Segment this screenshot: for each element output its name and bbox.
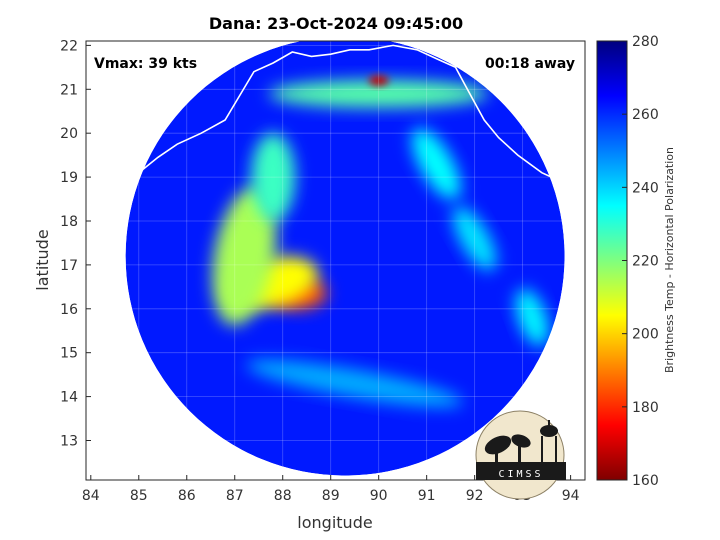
x-tick-label: 92 [466, 488, 484, 504]
colorbar-tick-label: 260 [632, 107, 659, 123]
colorbar-tick-label: 160 [632, 473, 659, 489]
y-tick-label: 17 [60, 258, 78, 274]
grid [86, 41, 585, 480]
x-tick-label: 85 [130, 488, 148, 504]
plot-area [86, 41, 585, 480]
x-tick-label: 89 [322, 488, 340, 504]
y-tick-label: 18 [60, 214, 78, 230]
feature-band-east-3 [515, 288, 549, 347]
feature-hotspot-north [368, 75, 389, 86]
feature-coast-band-north [268, 79, 489, 108]
x-tick-label: 84 [82, 488, 100, 504]
y-tick-label: 20 [60, 126, 78, 142]
colorbar-tick-label: 240 [632, 180, 659, 196]
y-tick-label: 22 [60, 38, 78, 54]
logo-text: CIMSS [498, 469, 543, 480]
x-tick-label: 87 [226, 488, 244, 504]
x-tick-label: 90 [370, 488, 388, 504]
y-axis: 13 14 15 16 17 18 19 20 21 22 [60, 38, 91, 449]
plot-frame [85, 40, 586, 481]
x-axis-label: longitude [297, 513, 372, 532]
chart-title: Dana: 23-Oct-2024 09:45:00 [209, 14, 463, 33]
coastline [90, 44, 581, 218]
colorbar-tick-label: 180 [632, 400, 659, 416]
y-tick-label: 21 [60, 82, 78, 98]
feature-arc-green-west [212, 186, 277, 326]
colorbar-label: Brightness Temp - Horizontal Polarizatio… [663, 147, 676, 373]
y-tick-label: 13 [60, 433, 78, 449]
cimss-logo: CIMSS [475, 410, 566, 500]
colorbar-tick-label: 200 [632, 327, 659, 343]
x-tick-label: 88 [274, 488, 292, 504]
y-tick-label: 14 [60, 390, 78, 406]
vmax-annotation: Vmax: 39 kts [94, 56, 197, 72]
feature-band-south [246, 359, 464, 407]
swath-background [125, 41, 565, 476]
feature-band-east-1 [411, 128, 461, 200]
y-tick-label: 19 [60, 170, 78, 186]
feature-arc-cyan-nw [251, 133, 296, 222]
colorbar-tick-label: 220 [632, 254, 659, 270]
swath-disc [125, 41, 565, 476]
colorbar-tick-label: 280 [632, 34, 659, 50]
time-away-annotation: 00:18 away [485, 56, 575, 72]
y-axis-label: latitude [33, 229, 52, 290]
x-tick-label: 94 [562, 488, 580, 504]
y-tick-label: 15 [60, 346, 78, 362]
feature-band-east-2 [452, 206, 497, 271]
colorbar-ticks: 160 180 200 220 240 260 280 [622, 34, 659, 489]
x-tick-label: 86 [178, 488, 196, 504]
y-tick-label: 16 [60, 302, 78, 318]
x-tick-label: 91 [418, 488, 436, 504]
